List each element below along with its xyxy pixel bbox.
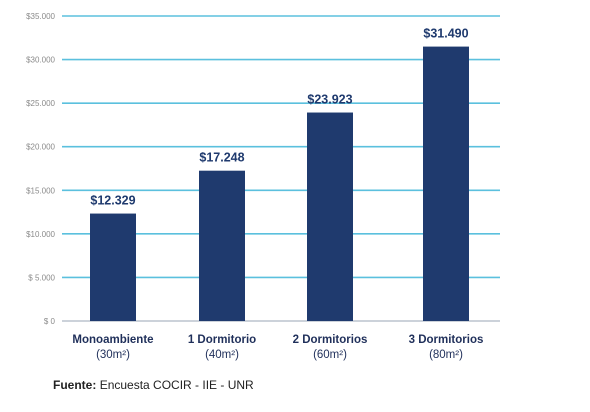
bar xyxy=(307,112,353,322)
bar-value-label: $12.329 xyxy=(90,194,135,208)
bar-value-label: $17.248 xyxy=(199,151,244,165)
y-tick-label: $25.000 xyxy=(26,99,55,108)
bar-value-label: $23.923 xyxy=(307,93,352,107)
source-note: Fuente: Encuesta COCIR - IIE - UNR xyxy=(53,378,254,392)
x-category-label: 3 Dormitorios xyxy=(409,334,484,346)
y-tick-label: $ 5.000 xyxy=(28,273,55,282)
source-text: Encuesta COCIR - IIE - UNR xyxy=(99,378,254,392)
x-category-label: Monoambiente xyxy=(72,334,153,346)
x-category-label: 2 Dormitorios xyxy=(293,334,368,346)
x-axis-labels: Monoambiente (30m²) 1 Dormitorio (40m²) 2 Do… xyxy=(72,334,483,361)
value-labels: $12.329 $17.248 $23.923 $31.490 xyxy=(90,27,468,208)
bar xyxy=(199,170,245,321)
y-tick-label: $30.000 xyxy=(26,56,55,65)
y-axis-ticks: $ 0 $ 5.000 $10.000 $15.000 $20.000 $25.000 $3… xyxy=(26,12,55,326)
y-tick-label: $15.000 xyxy=(26,186,55,195)
x-category-sublabel: (30m²) xyxy=(96,349,130,361)
y-tick-label: $ 0 xyxy=(44,317,56,326)
x-category-sublabel: (40m²) xyxy=(205,349,239,361)
bar xyxy=(90,213,136,321)
y-tick-label: $20.000 xyxy=(26,143,55,152)
bar-value-label: $31.490 xyxy=(423,27,468,41)
source-label: Fuente: xyxy=(53,378,97,392)
y-tick-label: $35.000 xyxy=(26,12,55,21)
bar xyxy=(423,46,469,321)
x-category-sublabel: (60m²) xyxy=(313,349,347,361)
x-category-sublabel: (80m²) xyxy=(429,349,463,361)
x-category-label: 1 Dormitorio xyxy=(188,334,256,346)
bars xyxy=(90,46,469,322)
y-tick-label: $10.000 xyxy=(26,230,55,239)
